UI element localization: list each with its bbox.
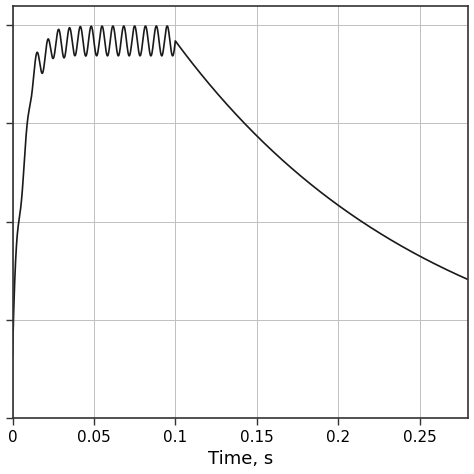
X-axis label: Time, s: Time, s: [208, 450, 273, 468]
